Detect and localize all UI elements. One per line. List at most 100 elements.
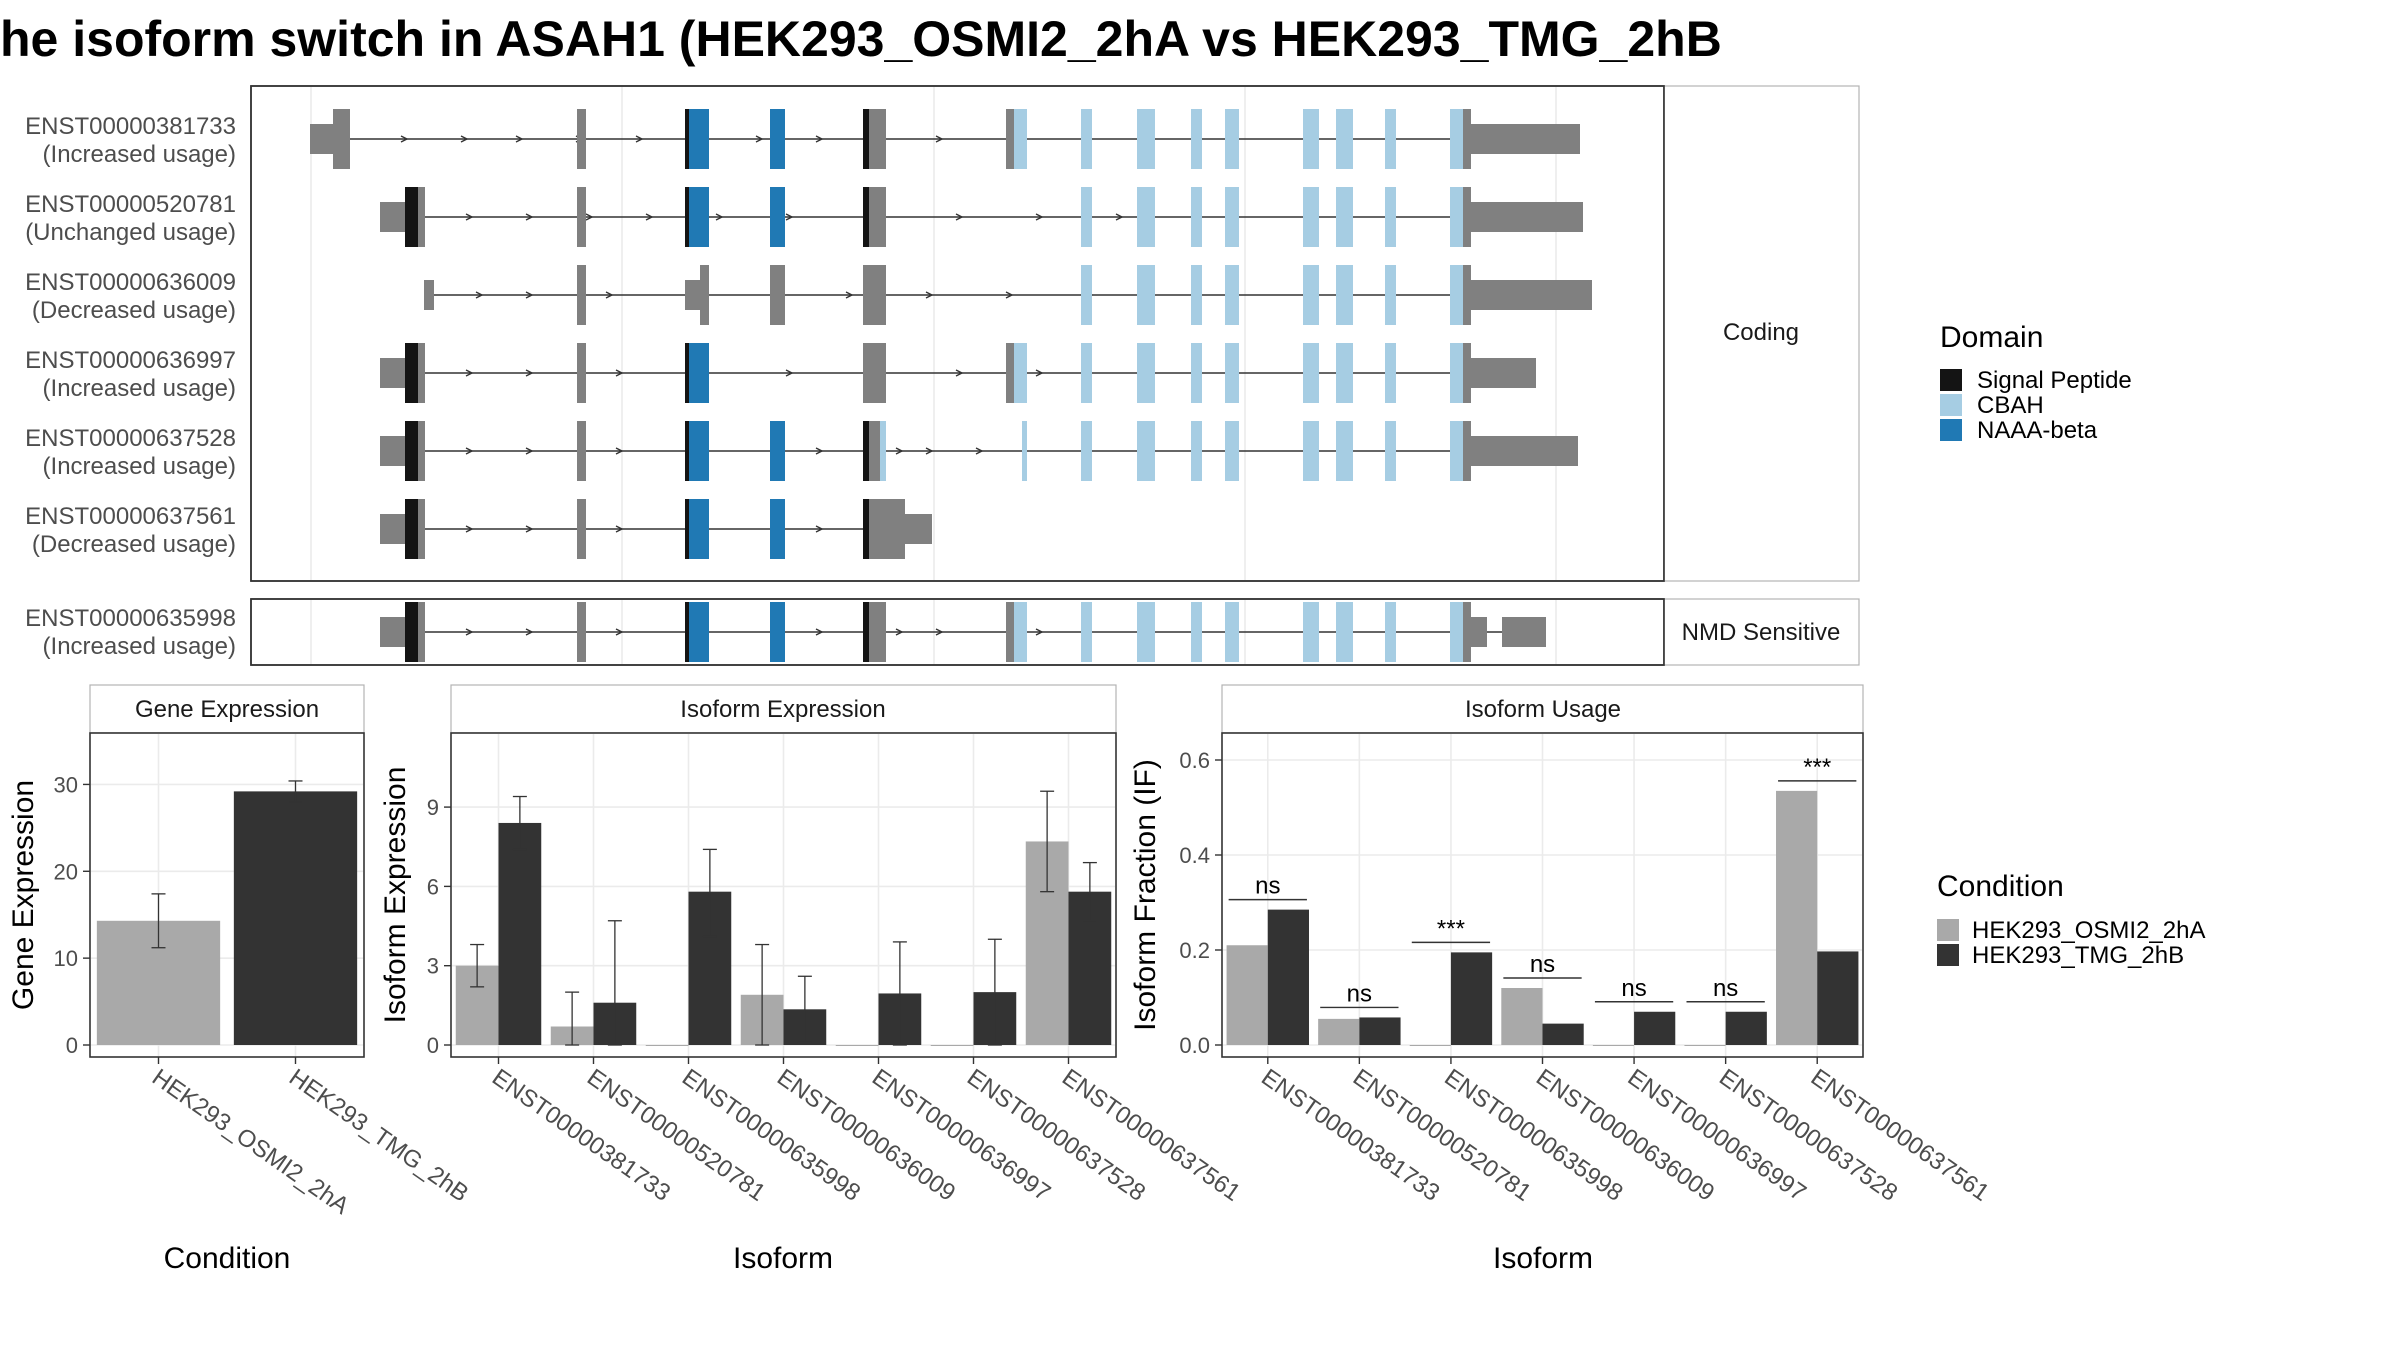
isoform-label-id: ENST00000520781 — [25, 191, 236, 218]
legend-label-naaa-beta: NAAA-beta — [1977, 417, 2098, 444]
legend-label-cond-a: HEK293_OSMI2_2hA — [1972, 917, 2205, 944]
isoform-label-usage: (Decreased usage) — [32, 297, 236, 324]
transcript-track — [310, 109, 1580, 169]
intron-arrow — [815, 525, 824, 533]
naaa-beta-domain — [689, 602, 709, 662]
signal-peptide-domain — [685, 187, 689, 247]
signal-peptide-domain — [405, 602, 418, 662]
gene-expression-chart: Gene Expression 0102030HEK293_OSMI2_2hAH… — [7, 684, 473, 1275]
cds-exon — [1006, 343, 1014, 403]
bar — [1226, 945, 1268, 1045]
naaa-beta-domain — [689, 109, 709, 169]
utr-exon — [380, 514, 405, 544]
cbah-domain — [1191, 265, 1202, 325]
utr-exon — [424, 280, 434, 310]
cbah-domain — [1450, 602, 1463, 662]
intron-arrow — [525, 628, 534, 636]
isoform-label-usage: (Increased usage) — [43, 141, 236, 168]
legend-label-signal-peptide: Signal Peptide — [1977, 367, 2132, 394]
intron-arrow — [475, 291, 484, 299]
cds-exon — [418, 602, 425, 662]
cds-exon — [700, 265, 709, 325]
isoform-usage-chart: Isoform Usage 0.00.20.40.6nsENST00000381… — [1129, 684, 1994, 1275]
intron-arrow — [400, 135, 409, 143]
cds-exon — [1463, 109, 1471, 169]
utr-exon — [1471, 358, 1536, 388]
legend-swatch-cond-b — [1937, 944, 1959, 966]
x-tick-label: ENST00000637528 — [962, 1064, 1150, 1207]
y-tick-label: 0 — [427, 1033, 439, 1058]
transcript-track — [380, 187, 1583, 247]
intron-arrow — [465, 213, 474, 221]
cbah-domain — [1225, 187, 1239, 247]
utr-exon — [1471, 124, 1580, 154]
significance-label: ns — [1347, 980, 1372, 1007]
bar — [930, 1045, 974, 1046]
cbah-domain — [1081, 109, 1092, 169]
bar — [1267, 909, 1309, 1045]
cbah-domain — [1022, 421, 1027, 481]
intron-arrow — [925, 291, 934, 299]
isoform-expression-title: Isoform Expression — [680, 696, 885, 723]
signal-peptide-domain — [685, 109, 689, 169]
isoform-label-id: ENST00000636009 — [25, 269, 236, 296]
intron-arrow — [845, 291, 854, 299]
domain-legend: Domain Signal Peptide CBAH NAAA-beta — [1940, 321, 2132, 444]
isoform-label-id: ENST00000381733 — [25, 113, 236, 140]
gene-expression-ylabel: Gene Expression — [7, 780, 40, 1010]
transcript-track — [380, 602, 1546, 662]
naaa-beta-domain — [689, 187, 709, 247]
intron-arrow — [785, 213, 794, 221]
intron-arrow — [465, 369, 474, 377]
intron-arrow — [895, 628, 904, 636]
naaa-beta-domain — [689, 499, 709, 559]
intron-arrow — [1115, 213, 1124, 221]
cds-exon — [333, 109, 350, 169]
cbah-domain — [1336, 602, 1353, 662]
naaa-beta-domain — [689, 343, 709, 403]
isoform-usage-xlabel: Isoform — [1493, 1242, 1593, 1275]
cds-exon — [418, 499, 425, 559]
cbah-domain — [1450, 187, 1463, 247]
bar — [233, 791, 358, 1045]
naaa-beta-domain — [689, 421, 709, 481]
signal-peptide-domain — [685, 343, 689, 403]
bar — [1725, 1011, 1767, 1045]
x-tick-label: ENST00000381733 — [487, 1064, 675, 1207]
utr-exon — [1471, 436, 1578, 466]
x-tick-label: ENST00000637561 — [1057, 1064, 1245, 1207]
cbah-domain — [1336, 265, 1353, 325]
utr-exon — [1502, 617, 1546, 647]
y-tick-label: 6 — [427, 874, 439, 899]
intron-arrow — [815, 447, 824, 455]
cbah-domain — [1191, 602, 1202, 662]
cbah-domain — [1137, 265, 1155, 325]
intron-arrow — [615, 525, 624, 533]
cbah-domain — [1336, 109, 1353, 169]
cbah-domain — [1225, 421, 1239, 481]
intron-arrow — [815, 135, 824, 143]
utr-exon — [1471, 202, 1583, 232]
naaa-beta-domain — [770, 187, 785, 247]
intron-arrow — [895, 447, 904, 455]
intron-arrow — [525, 213, 534, 221]
cds-exon — [1006, 602, 1014, 662]
isoform-label-usage: (Unchanged usage) — [25, 219, 236, 246]
y-tick-label: 30 — [54, 772, 78, 797]
intron-arrow — [465, 447, 474, 455]
cbah-domain — [1137, 343, 1155, 403]
significance-label: *** — [1437, 915, 1465, 942]
bar — [498, 822, 542, 1045]
signal-peptide-domain — [863, 109, 869, 169]
y-tick-label: 0.2 — [1179, 938, 1210, 963]
bar — [1450, 952, 1493, 1045]
y-tick-label: 0.6 — [1179, 748, 1210, 773]
cbah-domain — [1225, 109, 1239, 169]
nmd-strip-label: NMD Sensitive — [1682, 619, 1841, 646]
gene-expression-strip — [89, 684, 365, 734]
cbah-domain — [1191, 187, 1202, 247]
signal-peptide-domain — [863, 499, 869, 559]
cds-exon — [577, 265, 586, 325]
isoform-usage-strip — [1221, 684, 1864, 734]
